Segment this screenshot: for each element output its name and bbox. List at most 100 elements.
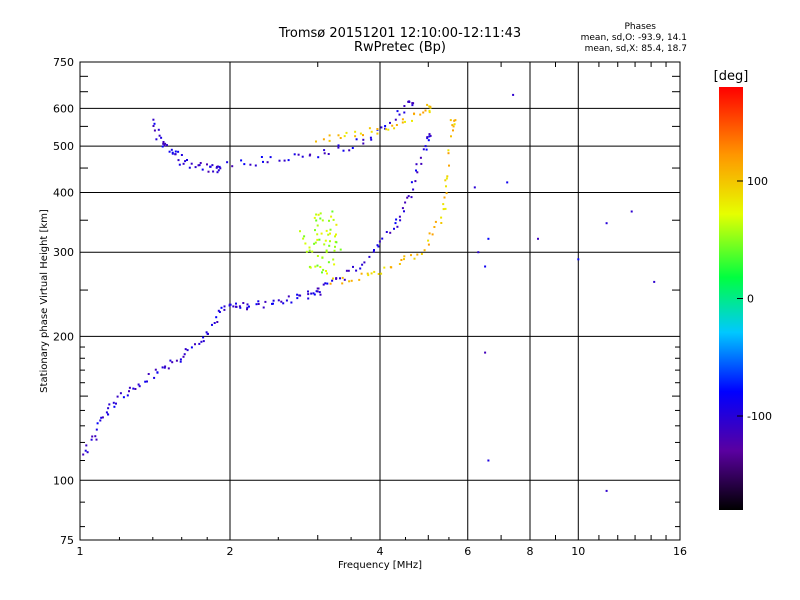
tick-labels: 1 2 4 6 8 10 16 75 100 200 300 400 500 600 750 bbox=[53, 56, 687, 558]
data-point bbox=[100, 416, 103, 419]
data-point bbox=[401, 118, 404, 121]
data-point bbox=[308, 249, 311, 252]
data-point bbox=[451, 124, 454, 127]
data-point bbox=[128, 390, 130, 393]
data-point bbox=[280, 300, 283, 303]
data-point bbox=[112, 401, 115, 404]
y-tick-label: 400 bbox=[53, 186, 74, 199]
y-tick-label: 600 bbox=[53, 102, 74, 115]
data-point bbox=[299, 230, 301, 233]
data-point bbox=[403, 105, 406, 107]
data-point bbox=[373, 249, 375, 251]
data-point bbox=[211, 323, 213, 326]
data-point bbox=[376, 244, 379, 247]
data-point bbox=[174, 153, 177, 156]
data-point bbox=[327, 261, 330, 264]
data-point bbox=[477, 251, 480, 254]
data-point bbox=[198, 164, 201, 167]
data-point bbox=[138, 385, 141, 388]
data-point bbox=[352, 265, 354, 268]
data-point bbox=[425, 148, 428, 151]
data-point bbox=[332, 258, 335, 261]
data-point bbox=[377, 273, 380, 275]
data-point bbox=[188, 166, 191, 169]
data-point bbox=[182, 162, 185, 165]
data-point bbox=[303, 235, 306, 238]
data-point bbox=[401, 121, 404, 124]
data-point bbox=[433, 226, 436, 228]
series-group bbox=[329, 119, 457, 285]
data-point bbox=[398, 215, 401, 218]
data-point bbox=[332, 218, 335, 221]
data-point bbox=[395, 124, 398, 126]
data-point bbox=[153, 376, 156, 379]
data-point bbox=[416, 253, 419, 256]
data-point bbox=[205, 331, 208, 334]
chart-subtitle: RwPretec (Bp) bbox=[353, 40, 447, 55]
data-point bbox=[380, 272, 383, 275]
data-point bbox=[330, 215, 333, 218]
phase-info-o: mean, sd,O: -93.9, 14.1 bbox=[580, 33, 687, 43]
data-point bbox=[116, 395, 119, 398]
data-point bbox=[339, 248, 342, 251]
data-point bbox=[332, 277, 334, 280]
data-point bbox=[331, 210, 334, 213]
data-point bbox=[86, 451, 89, 454]
data-point bbox=[248, 305, 250, 308]
data-point bbox=[299, 294, 302, 297]
data-point bbox=[314, 241, 317, 244]
data-points bbox=[82, 93, 656, 492]
data-point bbox=[428, 105, 431, 108]
data-point bbox=[305, 250, 308, 253]
data-point bbox=[325, 229, 328, 232]
data-point bbox=[309, 153, 312, 156]
data-point bbox=[119, 392, 122, 395]
data-point bbox=[444, 179, 447, 182]
data-point bbox=[343, 135, 346, 138]
data-point bbox=[361, 263, 364, 266]
data-point bbox=[82, 453, 85, 456]
data-point bbox=[428, 111, 431, 114]
data-point bbox=[398, 263, 401, 265]
data-point bbox=[325, 251, 328, 254]
data-point bbox=[240, 159, 243, 162]
data-point bbox=[416, 171, 419, 174]
data-point bbox=[217, 309, 220, 312]
data-point bbox=[414, 180, 417, 183]
data-point bbox=[177, 150, 180, 153]
data-point bbox=[328, 134, 331, 137]
data-point bbox=[473, 186, 476, 189]
data-point bbox=[326, 272, 328, 275]
data-point bbox=[260, 156, 263, 158]
data-point bbox=[343, 278, 346, 281]
data-point bbox=[272, 302, 274, 305]
data-point bbox=[445, 177, 448, 180]
data-point bbox=[316, 264, 319, 267]
data-point bbox=[180, 154, 183, 156]
data-point bbox=[184, 160, 187, 163]
data-point bbox=[171, 361, 174, 364]
data-point bbox=[170, 148, 173, 151]
data-point bbox=[153, 129, 156, 132]
data-point bbox=[345, 131, 348, 134]
data-point bbox=[326, 282, 329, 285]
data-point bbox=[202, 336, 205, 339]
data-point bbox=[378, 240, 381, 243]
data-point bbox=[254, 164, 257, 167]
data-point bbox=[347, 269, 350, 272]
colorbar-tick-label: 0 bbox=[747, 293, 754, 306]
data-point bbox=[630, 210, 633, 213]
data-point bbox=[132, 387, 135, 390]
data-point bbox=[653, 280, 656, 283]
data-point bbox=[321, 271, 323, 274]
data-point bbox=[413, 112, 415, 115]
data-point bbox=[296, 293, 299, 296]
data-point bbox=[246, 308, 248, 311]
data-point bbox=[487, 237, 490, 240]
data-point bbox=[249, 163, 252, 166]
data-point bbox=[323, 152, 326, 155]
data-point bbox=[200, 340, 203, 343]
data-point bbox=[394, 222, 397, 225]
data-point bbox=[207, 332, 209, 335]
data-point bbox=[359, 132, 362, 135]
